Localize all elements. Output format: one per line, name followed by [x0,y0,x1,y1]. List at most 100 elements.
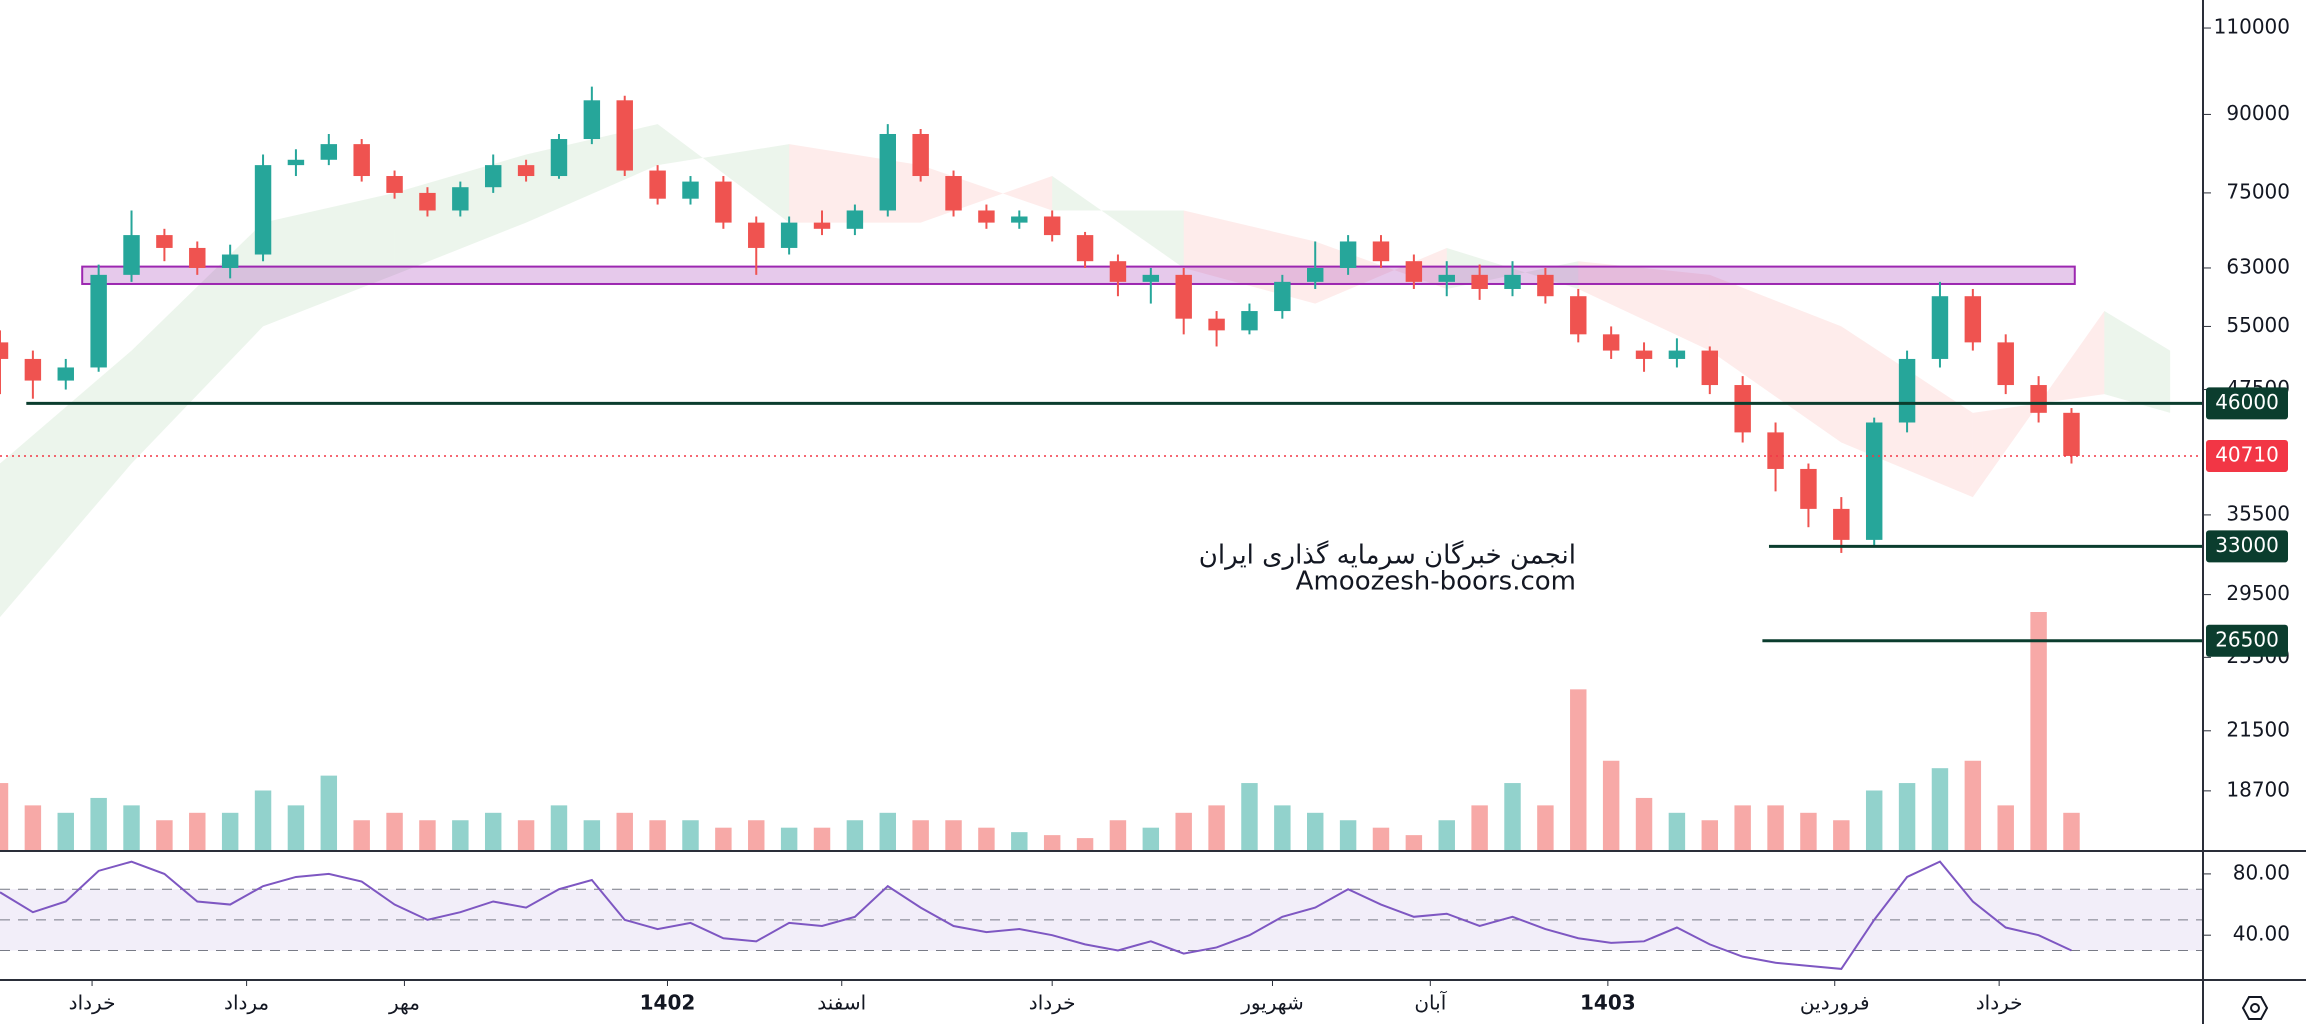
volume-bar [2030,612,2047,850]
volume-bar [879,812,896,850]
volume-bar [1504,783,1521,850]
x-tick-label: شهریور [1240,991,1304,1015]
ichimoku-cloud [1709,274,1842,443]
candle-body [616,100,633,171]
ichimoku-cloud [657,124,790,223]
candle-body [2063,412,2080,456]
volume-bar [419,820,436,850]
volume-bar [0,783,9,850]
rsi-tick-label: 80.00 [2233,860,2290,884]
candle-body [748,222,765,248]
candle-body [978,210,995,223]
volume-bar [1865,790,1883,850]
level-label: 26500 [2215,627,2279,651]
candle-body [0,342,9,359]
last-price-box [2206,439,2288,472]
candle-body [1241,311,1258,331]
candle-body [1076,235,1094,262]
volume-bar [1142,827,1160,850]
candle-body [1570,296,1587,335]
candle-body [780,222,798,248]
candle-body [320,144,338,160]
candle-body [517,165,535,177]
candle-body [1635,350,1653,359]
watermark: Amoozesh-boors.com [1296,567,1576,597]
volume-bar [156,820,173,850]
volume-bar [1307,812,1324,850]
volume-bar [1175,812,1192,850]
y-tick-label: 75000 [2226,179,2290,203]
candle-body [1537,274,1554,297]
ichimoku-cloud [0,350,132,618]
candle-body [682,181,699,199]
volume-bar [517,820,535,850]
y-tick-label: 18700 [2226,777,2290,801]
volume-bar [2063,812,2080,850]
candle-body [57,367,74,381]
plot-layer: 1100009000075000630005500047500355002950… [0,15,2290,1015]
volume-bar [123,805,140,850]
volume-bar [1405,835,1423,850]
candle-body [846,210,864,229]
volume-bar [452,820,469,850]
volume-bar [1602,760,1620,850]
volume-bar [1372,827,1390,850]
x-tick-label: اسفند [817,991,866,1015]
volume-bar [287,805,305,850]
settings-dot[interactable] [2250,1003,2260,1013]
volume-bar [1537,805,1554,850]
volume-bar [649,820,666,850]
x-tick-label: مهر [388,991,420,1015]
ichimoku-cloud [2104,311,2171,413]
volume-bar [189,812,206,850]
volume-bar [353,820,370,850]
candle-body [1504,274,1521,289]
volume-bar [90,797,107,850]
watermark: انجمن خبرگان سرمایه گذاری ایران [1199,540,1576,571]
candle-body [2030,385,2047,413]
candle-body [1931,296,1949,359]
candle-body [90,274,107,368]
volume-bar [1208,805,1225,850]
y-tick-label: 21500 [2226,717,2290,741]
candle-body [1109,261,1127,282]
volume-bar [1767,805,1784,850]
y-tick-label: 29500 [2226,581,2290,605]
support-zone [81,265,2076,285]
candle-body [1175,274,1192,319]
candle-body [254,165,272,255]
settings-icon[interactable] [2241,996,2269,1020]
candle-body [912,133,929,177]
volume-bar [1438,820,1455,850]
x-tick-label: آبان [1414,990,1447,1015]
volume-bar [254,790,272,850]
candle-body [1800,468,1817,509]
candle-body [419,192,436,211]
candle-body [287,159,305,166]
rsi-line [0,860,2072,970]
volume-bar [715,827,732,850]
volume-bar [550,805,568,850]
level-box [2206,624,2288,657]
settings-hexagon[interactable] [2241,996,2269,1020]
candle-body [813,222,831,229]
volume-bar [583,820,601,850]
candle-body [1208,318,1225,331]
candle-body [649,170,666,199]
candle-body [1339,241,1357,268]
y-tick-label: 55000 [2226,313,2290,337]
x-tick-label: مرداد [224,991,269,1015]
rsi-tick-label: 40.00 [2233,922,2290,946]
volume-bar [484,812,502,850]
candle-body [879,133,896,211]
volume-bar [945,820,962,850]
candle-body [123,235,140,275]
candle-body [221,254,239,268]
volume-bar [386,812,403,850]
volume-bar [1964,760,1982,850]
level-label: 33000 [2215,533,2279,557]
level-box [2206,387,2288,420]
